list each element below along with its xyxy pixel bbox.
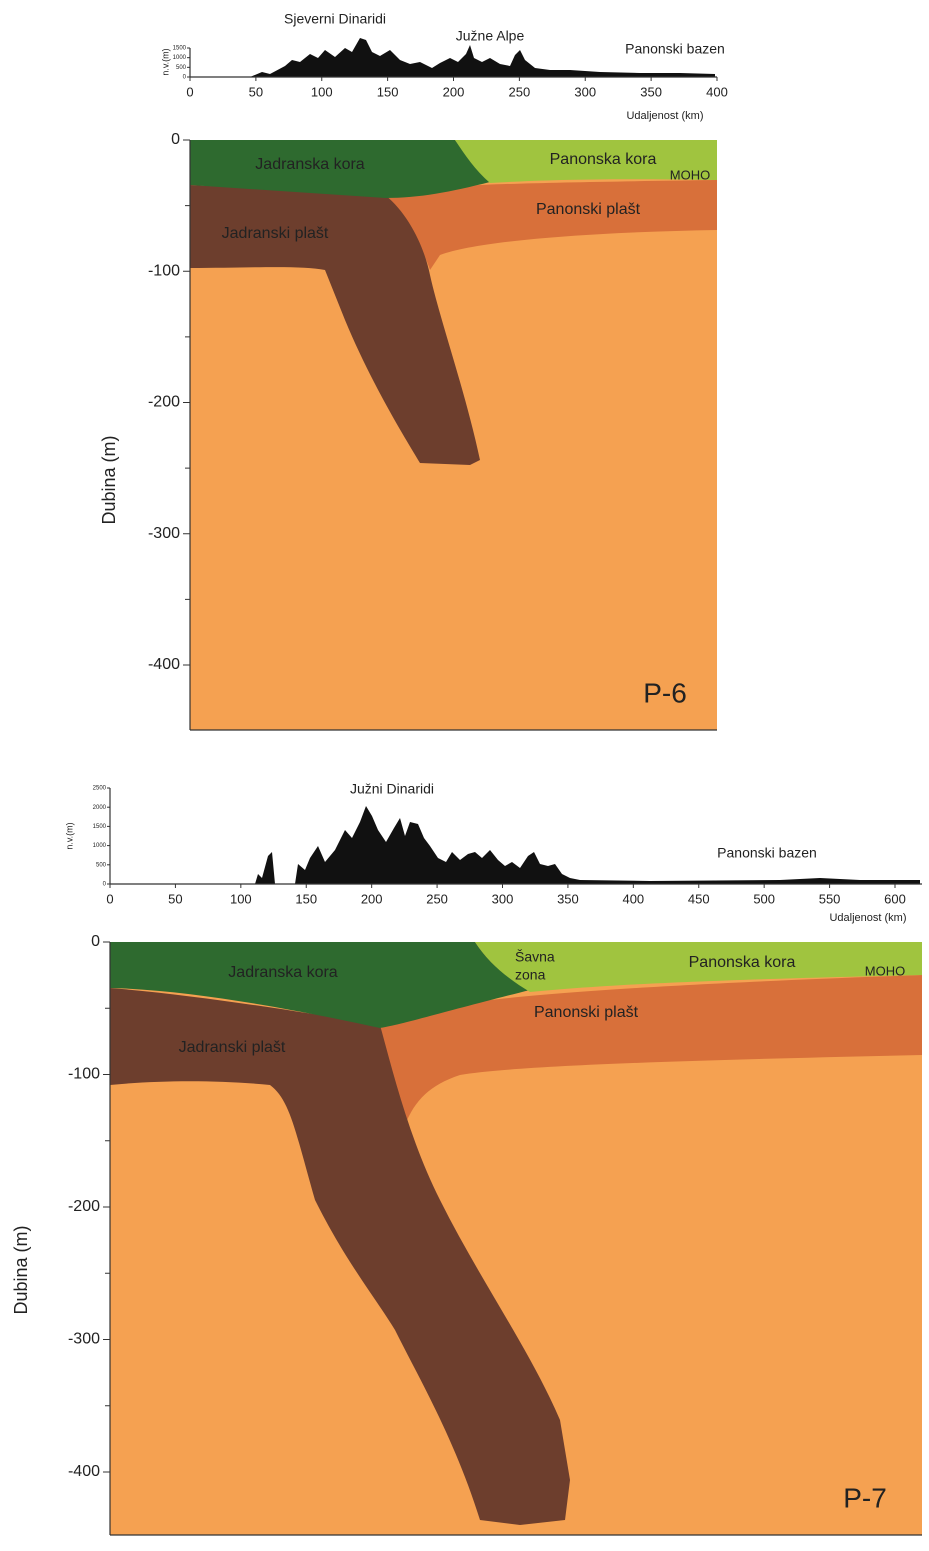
topo-label: Panonski bazen <box>625 41 725 57</box>
depth-tick-label: -200 <box>148 394 180 411</box>
topo-x-tick-label: 50 <box>168 891 182 906</box>
topo-x-tick-label: 350 <box>640 84 662 99</box>
topo-x-tick-label: 0 <box>106 891 113 906</box>
topo-x-tick-label: 150 <box>377 84 399 99</box>
unit-label: Panonski plašt <box>536 201 641 218</box>
topo-x-tick-label: 400 <box>622 891 644 906</box>
topo-label: Sjeverni Dinaridi <box>284 11 386 27</box>
topo-y-tick-label: 2500 <box>93 786 107 792</box>
topo-x-tick-label: 200 <box>443 84 465 99</box>
unit-label: Jadranska kora <box>255 156 364 173</box>
topo-x-tick-label: 300 <box>492 891 514 906</box>
topo-y-tick-label: 0 <box>183 75 187 81</box>
unit-label: Šavna <box>515 949 555 965</box>
topo-x-axis-label: Udaljenost (km) <box>829 912 906 924</box>
depth-tick-label: -300 <box>68 1331 100 1348</box>
topo-x-tick-label: 100 <box>230 891 252 906</box>
topo-y-tick-label: 1000 <box>173 55 187 61</box>
topo-x-tick-label: 200 <box>361 891 383 906</box>
panonski-plast <box>385 180 717 270</box>
topo-x-tick-label: 350 <box>557 891 579 906</box>
topography <box>250 38 715 77</box>
topo-x-tick-label: 150 <box>295 891 317 906</box>
depth-tick-label: -200 <box>68 1198 100 1215</box>
panonska-kora <box>455 140 717 183</box>
depth-tick-label: -300 <box>148 525 180 542</box>
depth-tick-label: -400 <box>68 1463 100 1480</box>
topo-label: Panonski bazen <box>717 845 817 861</box>
topo-y-axis-label: n.v.(m) <box>160 48 170 75</box>
topo-x-tick-label: 600 <box>884 891 906 906</box>
topo-y-tick-label: 500 <box>176 65 187 71</box>
depth-tick-label: -100 <box>148 262 180 279</box>
depth-tick-label: 0 <box>171 131 180 148</box>
panel-id: P-6 <box>643 677 687 708</box>
topo-x-tick-label: 300 <box>574 84 596 99</box>
topo-y-tick-label: 500 <box>96 862 107 868</box>
depth-tick-label: -400 <box>148 656 180 673</box>
topography <box>255 806 920 884</box>
topo-x-tick-label: 450 <box>688 891 710 906</box>
unit-label: MOHO <box>670 167 710 182</box>
unit-label: Jadranski plašt <box>179 1039 286 1056</box>
depth-tick-label: 0 <box>91 933 100 950</box>
topo-x-tick-label: 400 <box>706 84 728 99</box>
topo-y-tick-label: 2000 <box>93 805 107 811</box>
panonska-kora <box>475 942 922 992</box>
panonski-plast <box>380 975 922 1125</box>
topo-y-tick-label: 1500 <box>93 824 107 830</box>
topo-x-axis-label: Udaljenost (km) <box>626 110 703 122</box>
topo-y-tick-label: 0 <box>103 882 107 888</box>
topo-y-axis-label: n.v.(m) <box>64 822 74 849</box>
topo-x-tick-label: 550 <box>819 891 841 906</box>
topo-x-tick-label: 250 <box>509 84 531 99</box>
topo-x-tick-label: 100 <box>311 84 333 99</box>
topo-x-tick-label: 500 <box>753 891 775 906</box>
unit-label: zona <box>515 967 546 983</box>
unit-label: Panonski plašt <box>534 1004 639 1021</box>
unit-label: MOHO <box>865 963 905 978</box>
depth-axis-label: Dubina (m) <box>11 1225 31 1314</box>
panel-id: P-7 <box>843 1482 887 1513</box>
unit-label: Jadranska kora <box>228 964 337 981</box>
depth-tick-label: -100 <box>68 1066 100 1083</box>
jadranska-kora <box>110 942 530 1028</box>
depth-axis-label: Dubina (m) <box>99 435 119 524</box>
jadranski-plast <box>190 185 480 465</box>
topo-x-tick-label: 0 <box>186 84 193 99</box>
topo-y-tick-label: 1500 <box>173 46 187 52</box>
unit-label: Panonska kora <box>689 954 796 971</box>
topo-x-tick-label: 250 <box>426 891 448 906</box>
unit-label: Panonska kora <box>550 151 657 168</box>
topo-x-tick-label: 50 <box>249 84 263 99</box>
unit-label: Jadranski plašt <box>222 225 329 242</box>
jadranski-plast <box>110 988 570 1525</box>
topo-label: Južne Alpe <box>456 28 525 44</box>
topo-y-tick-label: 1000 <box>93 843 107 849</box>
topo-label: Južni Dinaridi <box>350 781 434 797</box>
jadranska-kora <box>190 140 490 198</box>
